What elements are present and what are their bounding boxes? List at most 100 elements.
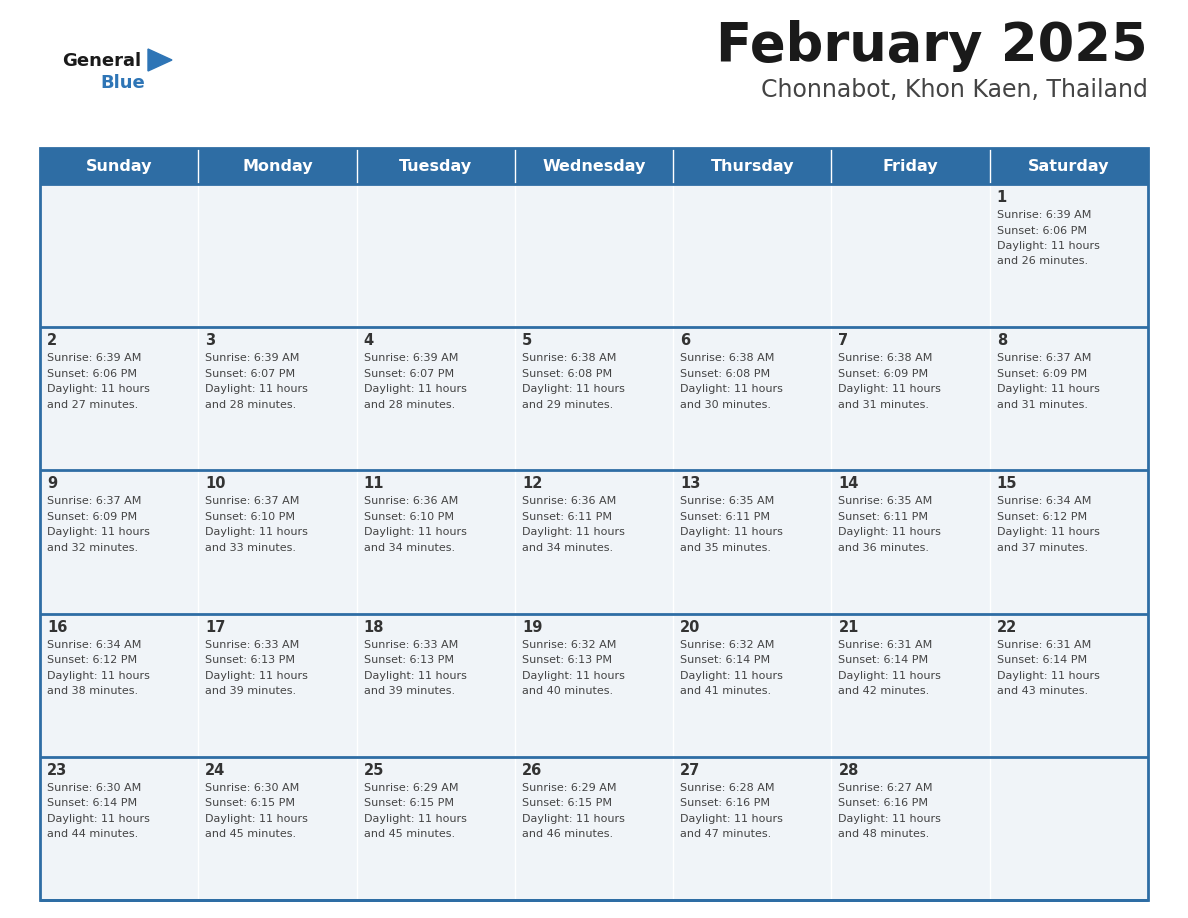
Text: Sunset: 6:11 PM: Sunset: 6:11 PM <box>681 512 770 522</box>
Bar <box>356 148 514 184</box>
Text: Sunset: 6:11 PM: Sunset: 6:11 PM <box>839 512 929 522</box>
Text: 10: 10 <box>206 476 226 491</box>
Text: Sunset: 6:06 PM: Sunset: 6:06 PM <box>997 226 1087 236</box>
Text: Chonnabot, Khon Kaen, Thailand: Chonnabot, Khon Kaen, Thailand <box>762 78 1148 102</box>
Text: Sunrise: 6:38 AM: Sunrise: 6:38 AM <box>522 353 617 364</box>
Text: Sunrise: 6:32 AM: Sunrise: 6:32 AM <box>522 640 617 650</box>
Bar <box>674 327 832 470</box>
Text: Daylight: 11 hours: Daylight: 11 hours <box>48 528 150 537</box>
Text: Daylight: 11 hours: Daylight: 11 hours <box>364 813 467 823</box>
Text: Daylight: 11 hours: Daylight: 11 hours <box>48 813 150 823</box>
Text: and 36 minutes.: and 36 minutes. <box>839 543 929 553</box>
Text: Sunset: 6:15 PM: Sunset: 6:15 PM <box>522 799 612 809</box>
Text: Sunset: 6:09 PM: Sunset: 6:09 PM <box>48 512 137 522</box>
Bar <box>198 470 356 613</box>
Text: 5: 5 <box>522 333 532 348</box>
Text: 14: 14 <box>839 476 859 491</box>
Text: and 40 minutes.: and 40 minutes. <box>522 686 613 696</box>
Bar <box>40 184 198 327</box>
Text: 2: 2 <box>48 333 57 348</box>
Text: Sunrise: 6:32 AM: Sunrise: 6:32 AM <box>681 640 775 650</box>
Text: 17: 17 <box>206 620 226 634</box>
Text: 6: 6 <box>681 333 690 348</box>
Text: Sunrise: 6:30 AM: Sunrise: 6:30 AM <box>48 783 141 793</box>
Text: 4: 4 <box>364 333 374 348</box>
Text: Sunrise: 6:39 AM: Sunrise: 6:39 AM <box>206 353 299 364</box>
Bar <box>198 327 356 470</box>
Text: and 42 minutes.: and 42 minutes. <box>839 686 930 696</box>
Text: Daylight: 11 hours: Daylight: 11 hours <box>839 813 941 823</box>
Bar <box>990 613 1148 756</box>
Text: Wednesday: Wednesday <box>542 159 646 174</box>
Text: and 44 minutes.: and 44 minutes. <box>48 829 138 839</box>
Text: Sunset: 6:09 PM: Sunset: 6:09 PM <box>839 369 929 379</box>
Text: 12: 12 <box>522 476 542 491</box>
Text: 11: 11 <box>364 476 384 491</box>
Text: Sunrise: 6:28 AM: Sunrise: 6:28 AM <box>681 783 775 793</box>
Text: 15: 15 <box>997 476 1017 491</box>
Text: Daylight: 11 hours: Daylight: 11 hours <box>364 385 467 394</box>
Bar <box>832 756 990 900</box>
Text: Sunset: 6:06 PM: Sunset: 6:06 PM <box>48 369 137 379</box>
Bar <box>40 327 198 470</box>
Text: 1: 1 <box>997 190 1007 205</box>
Text: Sunset: 6:14 PM: Sunset: 6:14 PM <box>997 655 1087 666</box>
Text: and 34 minutes.: and 34 minutes. <box>364 543 455 553</box>
Text: Daylight: 11 hours: Daylight: 11 hours <box>364 528 467 537</box>
Text: Sunrise: 6:29 AM: Sunrise: 6:29 AM <box>522 783 617 793</box>
Text: 27: 27 <box>681 763 701 778</box>
Text: Daylight: 11 hours: Daylight: 11 hours <box>206 671 308 680</box>
Text: Sunset: 6:13 PM: Sunset: 6:13 PM <box>522 655 612 666</box>
Text: Sunset: 6:14 PM: Sunset: 6:14 PM <box>839 655 929 666</box>
Text: and 39 minutes.: and 39 minutes. <box>206 686 297 696</box>
Text: 24: 24 <box>206 763 226 778</box>
Text: 28: 28 <box>839 763 859 778</box>
Bar <box>198 756 356 900</box>
Text: Sunrise: 6:39 AM: Sunrise: 6:39 AM <box>364 353 457 364</box>
Bar <box>832 184 990 327</box>
Bar <box>198 184 356 327</box>
Text: Daylight: 11 hours: Daylight: 11 hours <box>522 385 625 394</box>
Bar <box>40 470 198 613</box>
Text: Daylight: 11 hours: Daylight: 11 hours <box>364 671 467 680</box>
Text: Daylight: 11 hours: Daylight: 11 hours <box>997 671 1100 680</box>
Bar <box>832 470 990 613</box>
Text: 26: 26 <box>522 763 542 778</box>
Text: Sunrise: 6:37 AM: Sunrise: 6:37 AM <box>206 497 299 507</box>
Text: 22: 22 <box>997 620 1017 634</box>
Text: and 29 minutes.: and 29 minutes. <box>522 399 613 409</box>
Text: and 37 minutes.: and 37 minutes. <box>997 543 1088 553</box>
Bar <box>674 184 832 327</box>
Bar <box>674 148 832 184</box>
Text: 18: 18 <box>364 620 384 634</box>
Text: Sunset: 6:11 PM: Sunset: 6:11 PM <box>522 512 612 522</box>
Text: Monday: Monday <box>242 159 312 174</box>
Text: Sunrise: 6:38 AM: Sunrise: 6:38 AM <box>839 353 933 364</box>
Text: Daylight: 11 hours: Daylight: 11 hours <box>997 241 1100 251</box>
Text: Daylight: 11 hours: Daylight: 11 hours <box>206 385 308 394</box>
Bar <box>990 184 1148 327</box>
Text: Sunrise: 6:37 AM: Sunrise: 6:37 AM <box>48 497 141 507</box>
Bar <box>356 613 514 756</box>
Text: Sunrise: 6:27 AM: Sunrise: 6:27 AM <box>839 783 933 793</box>
Text: and 31 minutes.: and 31 minutes. <box>839 399 929 409</box>
Bar <box>990 148 1148 184</box>
Bar <box>990 470 1148 613</box>
Text: February 2025: February 2025 <box>716 20 1148 72</box>
Text: and 27 minutes.: and 27 minutes. <box>48 399 138 409</box>
Text: Sunrise: 6:33 AM: Sunrise: 6:33 AM <box>206 640 299 650</box>
Bar <box>198 613 356 756</box>
Text: Sunset: 6:10 PM: Sunset: 6:10 PM <box>364 512 454 522</box>
Bar <box>832 148 990 184</box>
Text: Sunday: Sunday <box>86 159 152 174</box>
Text: Daylight: 11 hours: Daylight: 11 hours <box>681 385 783 394</box>
Text: Daylight: 11 hours: Daylight: 11 hours <box>206 813 308 823</box>
Text: Sunrise: 6:39 AM: Sunrise: 6:39 AM <box>48 353 141 364</box>
Text: Sunset: 6:16 PM: Sunset: 6:16 PM <box>681 799 770 809</box>
Text: Daylight: 11 hours: Daylight: 11 hours <box>522 671 625 680</box>
Text: 21: 21 <box>839 620 859 634</box>
Text: Sunrise: 6:35 AM: Sunrise: 6:35 AM <box>681 497 775 507</box>
Text: Sunset: 6:14 PM: Sunset: 6:14 PM <box>681 655 770 666</box>
Bar <box>514 613 674 756</box>
Text: Sunrise: 6:30 AM: Sunrise: 6:30 AM <box>206 783 299 793</box>
